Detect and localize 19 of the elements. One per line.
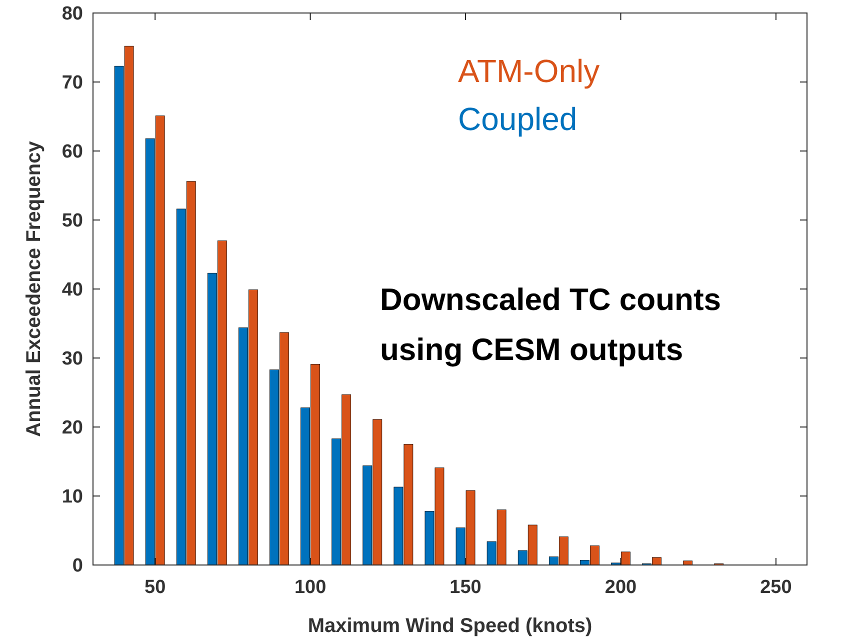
annotation: Downscaled TC counts using CESM outputs (380, 282, 722, 367)
y-tick-label: 60 (62, 142, 83, 163)
x-tick-label: 100 (294, 577, 326, 598)
text: ATM-Only (458, 53, 600, 89)
y-tick-label: 20 (62, 418, 83, 439)
y-tick-label: 0 (72, 556, 83, 577)
x-tick-label: 150 (450, 577, 482, 598)
y-tick-label: 50 (62, 210, 83, 232)
x-tick-label: 50 (144, 577, 166, 598)
x-tick-label: 200 (604, 577, 637, 598)
y-tick-label: 10 (62, 486, 83, 508)
x-axis-title: Maximum Wind Speed (knots) (308, 615, 592, 637)
y-tick-label: 30 (62, 348, 83, 370)
y-tick-label: 70 (62, 72, 83, 94)
y-axis-title: Annual Exceedence Frequency (23, 140, 45, 437)
x-tick-label: 250 (760, 577, 792, 598)
y-tick-label: 40 (62, 280, 83, 301)
text: Coupled (458, 101, 578, 137)
y-tick-label: 80 (62, 4, 83, 25)
